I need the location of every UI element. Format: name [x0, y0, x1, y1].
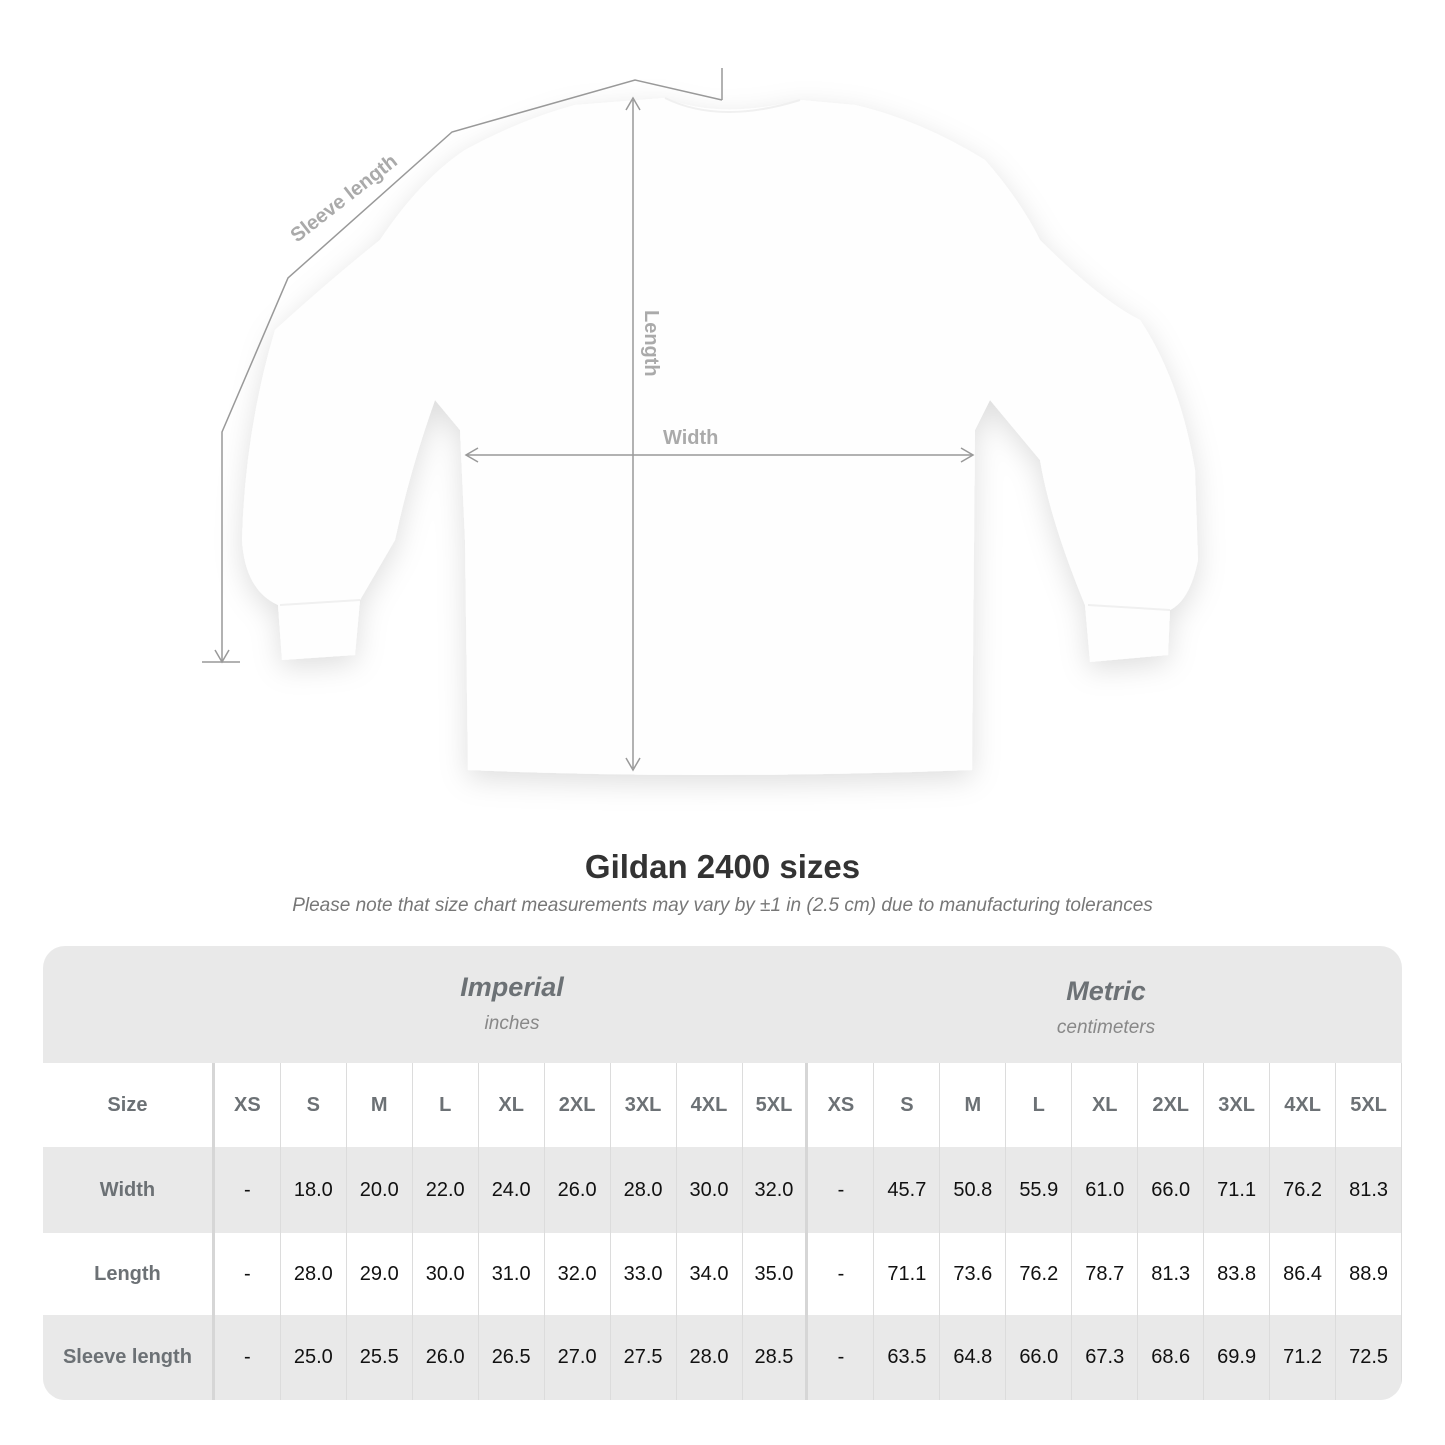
metric-value: 63.5	[874, 1315, 941, 1400]
metric-value: 76.2	[1006, 1233, 1073, 1315]
imperial-value: 32.0	[545, 1233, 611, 1315]
metric-title: Metric	[1066, 976, 1146, 1006]
metric-size-4XL: 4XL	[1270, 1063, 1337, 1147]
imperial-size-M: M	[347, 1063, 413, 1147]
metric-value: 86.4	[1270, 1233, 1337, 1315]
imperial-value: 18.0	[281, 1147, 347, 1233]
imperial-value: -	[215, 1233, 281, 1315]
sleeve-length-line	[221, 79, 723, 662]
metric-size-XL: XL	[1072, 1063, 1139, 1147]
metric-size-5XL: 5XL	[1336, 1063, 1402, 1147]
metric-value: 69.9	[1204, 1315, 1271, 1400]
imperial-size-4XL: 4XL	[677, 1063, 743, 1147]
table-row: Length -28.0 29.0 30.0 31.0 32.0 33.0 34.0 35.0-…	[43, 1233, 1402, 1315]
metric-value: 71.1	[874, 1233, 941, 1315]
imperial-size-2XL: 2XL	[545, 1063, 611, 1147]
imperial-value: 26.5	[479, 1315, 545, 1400]
imperial-size-5XL: 5XL	[743, 1063, 809, 1147]
metric-value: 83.8	[1204, 1233, 1271, 1315]
imperial-value: 33.0	[611, 1233, 677, 1315]
imperial-value: 32.0	[743, 1147, 809, 1233]
imperial-size-3XL: 3XL	[611, 1063, 677, 1147]
length-label: Length	[640, 310, 662, 377]
page-title: Gildan 2400 sizes	[584, 848, 861, 885]
metric-size-M: M	[940, 1063, 1007, 1147]
imperial-size-XL: XL	[479, 1063, 545, 1147]
metric-value: 61.0	[1072, 1147, 1139, 1233]
metric-value: 76.2	[1270, 1147, 1337, 1233]
imperial-value: 26.0	[545, 1147, 611, 1233]
metric-header: Metric centimeters	[809, 946, 1402, 1063]
sleeve-length-label: Sleeve length	[287, 150, 402, 247]
metric-value: -	[808, 1233, 875, 1315]
metric-value: 66.0	[1138, 1147, 1205, 1233]
imperial-value: 31.0	[479, 1233, 545, 1315]
metric-size-3XL: 3XL	[1204, 1063, 1271, 1147]
metric-value: 78.7	[1072, 1233, 1139, 1315]
metric-value: 73.6	[940, 1233, 1007, 1315]
imperial-value: 30.0	[677, 1147, 743, 1233]
table-row: Width -18.0 20.0 22.0 24.0 26.0 28.0 30.0 32.0-4…	[43, 1147, 1402, 1233]
imperial-value: 25.5	[347, 1315, 413, 1400]
imperial-value: 28.0	[677, 1315, 743, 1400]
metric-unit: centimeters	[1056, 1017, 1156, 1038]
imperial-value: 29.0	[347, 1233, 413, 1315]
imperial-value: 28.5	[743, 1315, 809, 1400]
imperial-value: -	[215, 1147, 281, 1233]
row-label: Width	[43, 1147, 215, 1233]
table-row: Sleeve length -25.0 25.5 26.0 26.5 27.0 27.5 28…	[43, 1315, 1402, 1400]
imperial-value: 28.0	[611, 1147, 677, 1233]
metric-value: 71.2	[1270, 1315, 1337, 1400]
row-label: Length	[43, 1233, 215, 1315]
width-label: Width	[663, 427, 718, 449]
imperial-title: Imperial	[460, 972, 564, 1002]
imperial-value: 24.0	[479, 1147, 545, 1233]
metric-size-L: L	[1006, 1063, 1073, 1147]
imperial-value: 22.0	[413, 1147, 479, 1233]
imperial-size-L: L	[413, 1063, 479, 1147]
metric-value: 88.9	[1336, 1233, 1402, 1315]
metric-value: 64.8	[940, 1315, 1007, 1400]
imperial-size-S: S	[281, 1063, 347, 1147]
tolerance-note: Please note that size chart measurements…	[292, 895, 1153, 916]
imperial-value: 35.0	[743, 1233, 809, 1315]
imperial-value: 25.0	[281, 1315, 347, 1400]
metric-value: 45.7	[874, 1147, 941, 1233]
metric-value: -	[808, 1147, 875, 1233]
size-label: Size	[43, 1063, 215, 1147]
shirt-illustration	[242, 98, 1198, 775]
metric-value: 50.8	[940, 1147, 1007, 1233]
measurement-lines	[202, 68, 975, 772]
metric-value: 71.1	[1204, 1147, 1271, 1233]
metric-size-S: S	[874, 1063, 941, 1147]
metric-value: 67.3	[1072, 1315, 1139, 1400]
size-table: Imperial inches Metric centimeters Size X…	[43, 946, 1402, 1400]
metric-value: -	[808, 1315, 875, 1400]
row-label: Sleeve length	[43, 1315, 215, 1400]
imperial-header: Imperial inches	[215, 946, 809, 1063]
metric-value: 55.9	[1006, 1147, 1073, 1233]
shirt-diagram: Sleeve length Length Width	[202, 68, 1198, 775]
imperial-value: 27.0	[545, 1315, 611, 1400]
metric-value: 81.3	[1138, 1233, 1205, 1315]
imperial-value: 26.0	[413, 1315, 479, 1400]
imperial-value: 34.0	[677, 1233, 743, 1315]
metric-value: 66.0	[1006, 1315, 1073, 1400]
metric-value: 68.6	[1138, 1315, 1205, 1400]
imperial-unit: inches	[484, 1013, 540, 1034]
imperial-value: 28.0	[281, 1233, 347, 1315]
size-header-row: Size XS S M L XL 2XL 3XL 4XL 5XL XS S M L XL 2XL 3XL 4XL 5…	[43, 1063, 1402, 1147]
imperial-value: 27.5	[611, 1315, 677, 1400]
imperial-value: -	[215, 1315, 281, 1400]
metric-value: 81.3	[1336, 1147, 1402, 1233]
metric-size-2XL: 2XL	[1138, 1063, 1205, 1147]
metric-value: 72.5	[1336, 1315, 1402, 1400]
imperial-value: 30.0	[413, 1233, 479, 1315]
metric-size-XS: XS	[808, 1063, 875, 1147]
imperial-size-XS: XS	[215, 1063, 281, 1147]
imperial-value: 20.0	[347, 1147, 413, 1233]
